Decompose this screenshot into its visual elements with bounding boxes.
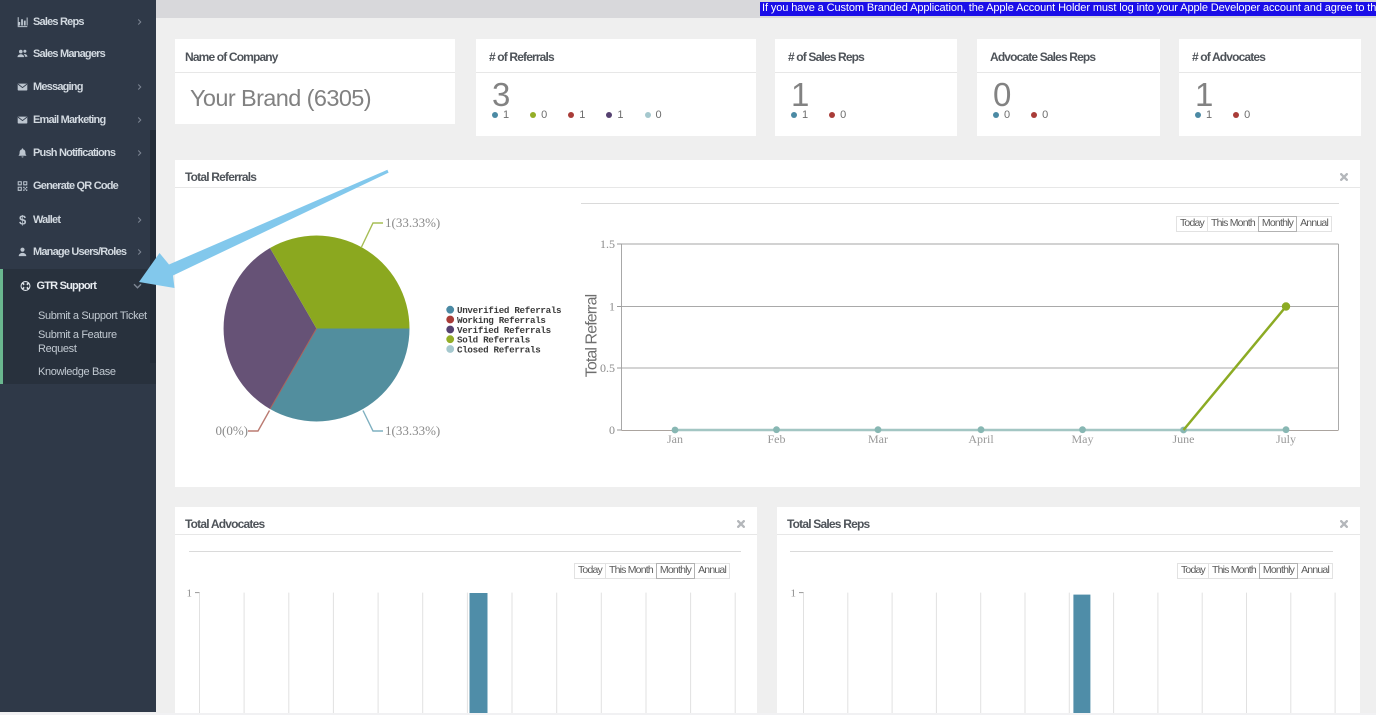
svg-text:May: May [1072,432,1094,446]
svg-text:1(33.33%): 1(33.33%) [385,423,440,438]
svg-text:Total Referral: Total Referral [584,294,601,377]
svg-text:1.5: 1.5 [600,237,615,251]
svg-text:0.5: 0.5 [600,361,615,375]
svg-text:Mar: Mar [868,432,888,446]
svg-text:April: April [968,432,994,446]
svg-text:0: 0 [609,423,615,437]
svg-text:1: 1 [791,588,797,600]
svg-text:Sold Referrals: Sold Referrals [457,335,530,346]
svg-text:1: 1 [187,588,193,600]
svg-text:1(33.33%): 1(33.33%) [385,215,440,230]
svg-text:0(0%): 0(0%) [216,423,249,438]
svg-text:1: 1 [609,300,615,314]
svg-text:Verified Referrals: Verified Referrals [457,325,551,336]
svg-text:Unverified Referrals: Unverified Referrals [457,305,561,316]
svg-text:Closed Referrals: Closed Referrals [457,344,540,355]
svg-text:Feb: Feb [768,432,786,446]
svg-text:July: July [1276,432,1296,446]
svg-text:June: June [1173,432,1195,446]
svg-text:Working Referrals: Working Referrals [457,315,546,326]
svg-text:Jan: Jan [667,432,683,446]
